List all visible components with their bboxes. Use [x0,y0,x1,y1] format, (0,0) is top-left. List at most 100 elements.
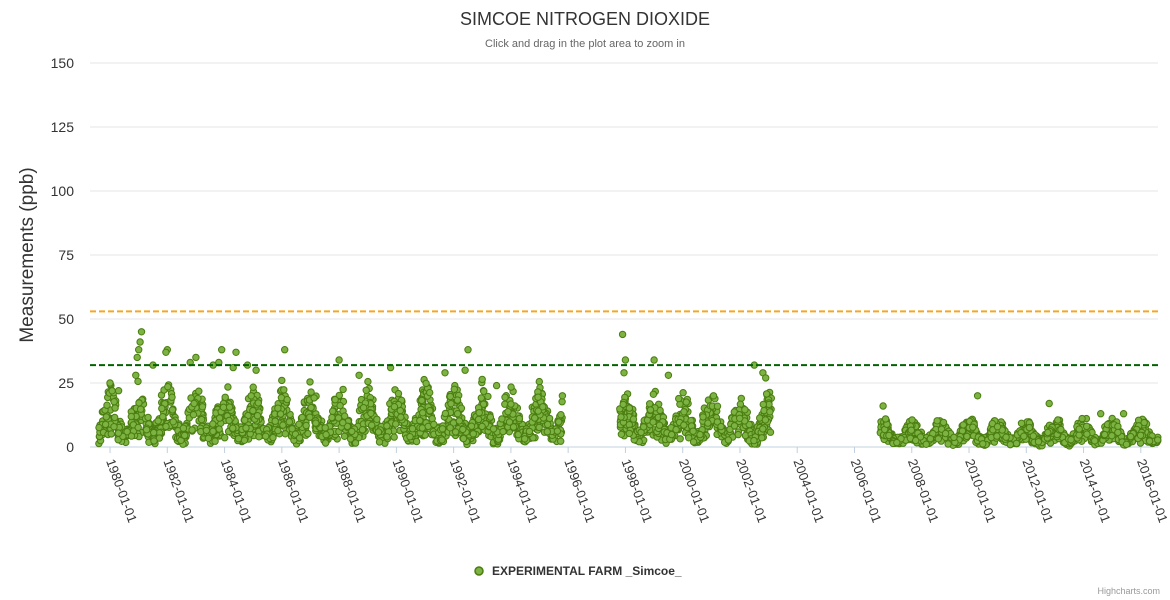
data-point[interactable] [696,430,704,439]
data-point[interactable] [355,371,363,379]
data-point[interactable] [507,383,515,391]
data-point[interactable] [959,421,967,429]
data-point[interactable] [215,414,224,422]
data-point[interactable] [993,423,1002,431]
data-point[interactable] [137,328,146,336]
data-point[interactable] [679,389,687,397]
data-point[interactable] [973,392,982,400]
data-point[interactable] [304,429,312,438]
data-point[interactable] [534,407,542,415]
data-point[interactable] [339,419,347,427]
data-point[interactable] [274,404,282,412]
data-point[interactable] [335,356,343,364]
data-point[interactable] [507,400,515,408]
data-point[interactable] [544,420,552,429]
data-point[interactable] [134,377,142,386]
data-point[interactable] [908,416,916,424]
data-point[interactable] [759,425,767,433]
data-point[interactable] [1012,439,1021,448]
data-point[interactable] [685,434,693,442]
data-point[interactable] [950,433,958,442]
data-point[interactable] [187,394,195,402]
data-point[interactable] [159,413,167,421]
data-point[interactable] [362,386,370,394]
data-point[interactable] [438,436,446,444]
data-point[interactable] [271,417,279,425]
data-point[interactable] [426,407,434,415]
data-point[interactable] [179,424,188,432]
data-point[interactable] [912,436,920,445]
data-point[interactable] [197,415,206,424]
data-point[interactable] [479,400,488,408]
data-point[interactable] [464,346,472,354]
data-point[interactable] [430,420,438,429]
data-point[interactable] [441,369,449,377]
data-point[interactable] [334,414,343,422]
data-point[interactable] [761,416,770,424]
data-point[interactable] [189,411,198,419]
data-point[interactable] [110,423,118,431]
data-point[interactable] [1057,425,1065,434]
data-point[interactable] [455,417,463,425]
data-point[interactable] [190,399,198,408]
data-point[interactable] [766,408,774,416]
data-point[interactable] [486,413,495,421]
data-point[interactable] [351,439,360,447]
data-point[interactable] [879,402,887,410]
data-point[interactable] [408,425,417,433]
data-point[interactable] [150,428,158,437]
data-point[interactable] [397,413,405,421]
data-point[interactable] [741,406,749,414]
data-point[interactable] [114,387,123,395]
data-point[interactable] [192,353,200,362]
data-point[interactable] [1114,428,1122,437]
data-point[interactable] [328,413,336,422]
data-point[interactable] [262,432,270,440]
data-point[interactable] [484,392,492,401]
data-point[interactable] [106,379,114,387]
data-point[interactable] [276,410,285,418]
data-point[interactable] [368,421,376,429]
data-point[interactable] [367,409,375,417]
data-point[interactable] [1078,414,1086,423]
data-point[interactable] [558,392,567,400]
data-points[interactable] [95,328,1162,450]
data-point[interactable] [680,408,688,416]
data-point[interactable] [447,400,455,408]
data-point[interactable] [620,369,628,377]
data-point[interactable] [979,440,987,448]
data-point[interactable] [195,387,203,395]
data-point[interactable] [521,435,529,443]
data-point[interactable] [102,413,111,421]
data-point[interactable] [944,440,952,448]
data-point[interactable] [730,422,739,430]
data-point[interactable] [1029,432,1038,440]
data-point[interactable] [95,423,103,432]
data-point[interactable] [331,396,339,404]
data-point[interactable] [451,428,460,436]
data-point[interactable] [280,386,288,394]
data-point[interactable] [390,433,398,441]
data-point[interactable] [136,338,144,346]
data-point[interactable] [364,377,372,386]
data-point[interactable] [348,427,356,436]
data-point[interactable] [209,427,217,435]
data-point[interactable] [672,425,680,434]
data-point[interactable] [162,348,170,356]
data-point[interactable] [675,394,683,403]
data-point[interactable] [649,390,658,398]
data-point[interactable] [274,426,282,435]
data-point[interactable] [438,425,447,433]
data-point[interactable] [111,404,119,412]
data-point[interactable] [225,403,234,411]
data-point[interactable] [132,371,140,379]
data-point[interactable] [240,436,249,444]
data-point[interactable] [218,346,226,354]
data-point[interactable] [169,418,177,426]
data-point[interactable] [279,421,287,429]
data-point[interactable] [123,428,131,436]
data-point[interactable] [1145,437,1154,445]
data-point[interactable] [335,391,343,400]
data-point[interactable] [224,383,232,391]
legend-item[interactable]: EXPERIMENTAL FARM _Simcoe_ [474,564,682,578]
